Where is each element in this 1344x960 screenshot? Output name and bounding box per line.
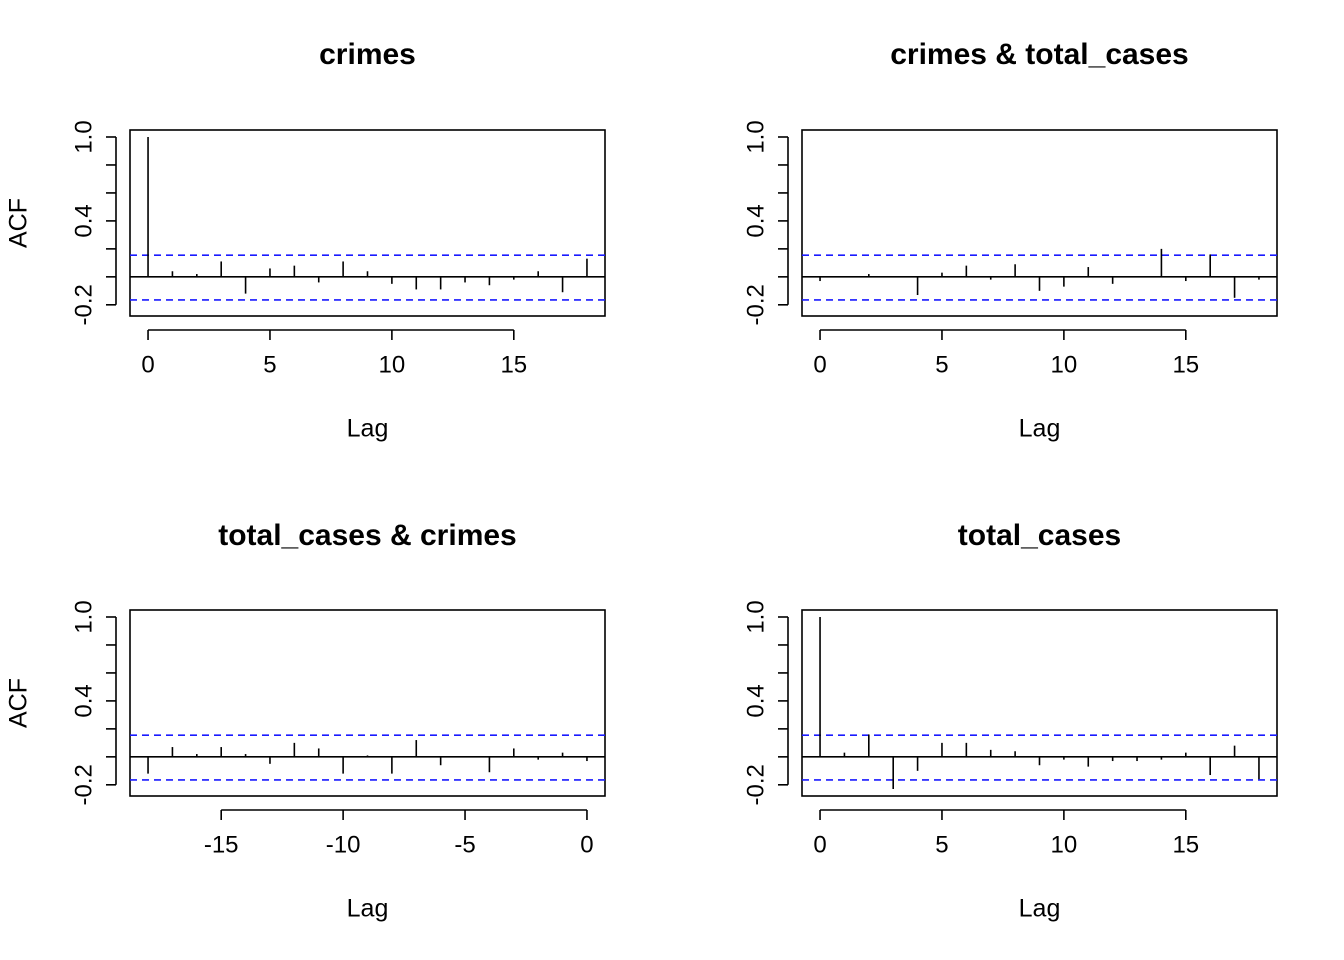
x-tick-label: 0 — [813, 351, 826, 378]
y-tick-label: 1.0 — [742, 600, 769, 633]
x-tick-label: -15 — [204, 831, 239, 858]
y-tick-label: 0.4 — [742, 204, 769, 237]
acf-panel-1: crimes 0 5 10 15 Lag -0.2 0.4 1.0 ACF — [5, 38, 605, 443]
x-tick-label: 0 — [141, 351, 154, 378]
x-axis-label: Lag — [1019, 895, 1061, 923]
x-tick-label: -10 — [326, 831, 361, 858]
x-tick-label: 0 — [580, 831, 593, 858]
y-tick-label: 0.4 — [70, 684, 97, 717]
plot-frame — [130, 130, 605, 316]
x-axis-label: Lag — [347, 895, 389, 923]
y-axis-label: ACF — [5, 198, 33, 248]
x-tick-label: 5 — [935, 831, 948, 858]
y-tick-label: 1.0 — [742, 120, 769, 153]
acf-panel-2: crimes & total_cases 0 5 10 15 Lag -0.2 0.4 1.0 — [742, 38, 1277, 443]
x-tick-label: -5 — [454, 831, 475, 858]
y-tick-label: 1.0 — [70, 120, 97, 153]
panel-title: crimes & total_cases — [890, 38, 1189, 71]
panel-title: total_cases & crimes — [218, 519, 517, 552]
panel-title: total_cases — [958, 519, 1121, 552]
x-tick-label: 10 — [1051, 351, 1078, 378]
x-tick-label: 15 — [1172, 351, 1199, 378]
y-tick-label: -0.2 — [70, 284, 97, 325]
x-axis-label: Lag — [347, 415, 389, 443]
acf-panel-3: total_cases & crimes -15 -10 -5 0 Lag -0.2 0.4 1… — [5, 519, 605, 923]
x-tick-label: 15 — [1172, 831, 1199, 858]
x-tick-label: 0 — [813, 831, 826, 858]
x-tick-label: 10 — [379, 351, 406, 378]
x-tick-label: 5 — [935, 351, 948, 378]
x-axis-label: Lag — [1019, 415, 1061, 443]
y-tick-label: -0.2 — [742, 284, 769, 325]
plot-frame — [130, 610, 605, 796]
y-tick-label: -0.2 — [70, 764, 97, 805]
y-axis-label: ACF — [5, 678, 33, 728]
y-tick-label: 0.4 — [70, 204, 97, 237]
y-tick-label: -0.2 — [742, 764, 769, 805]
y-tick-label: 1.0 — [70, 600, 97, 633]
x-tick-label: 10 — [1051, 831, 1078, 858]
panel-title: crimes — [319, 38, 416, 71]
acf-panel-4: total_cases 0 5 10 15 Lag -0.2 0.4 1.0 — [742, 519, 1277, 923]
y-tick-label: 0.4 — [742, 684, 769, 717]
plot-frame — [802, 610, 1277, 796]
x-tick-label: 5 — [263, 351, 276, 378]
x-tick-label: 15 — [500, 351, 527, 378]
